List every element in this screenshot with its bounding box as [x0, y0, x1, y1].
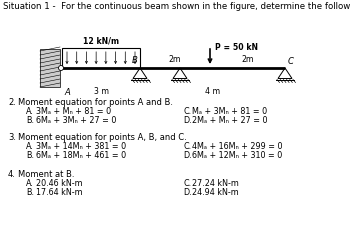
Text: P = 50 kN: P = 50 kN — [215, 43, 258, 52]
Text: Moment equation for points A, B, and C.: Moment equation for points A, B, and C. — [18, 133, 187, 142]
Text: 24.94 kN-m: 24.94 kN-m — [192, 188, 239, 197]
Text: 4 m: 4 m — [205, 87, 220, 96]
Text: 6Mₐ + 18Mₙ + 461 = 0: 6Mₐ + 18Mₙ + 461 = 0 — [36, 151, 126, 160]
Text: 2m: 2m — [241, 55, 254, 64]
Text: D.: D. — [183, 151, 192, 160]
Text: Mₐ + 3Mₙ + 81 = 0: Mₐ + 3Mₙ + 81 = 0 — [192, 107, 267, 116]
Text: A.: A. — [26, 142, 34, 151]
Text: C.: C. — [183, 107, 191, 116]
Text: C: C — [288, 57, 294, 66]
Text: B.: B. — [26, 188, 34, 197]
Text: D.: D. — [183, 188, 192, 197]
Text: 2m: 2m — [169, 55, 181, 64]
Text: 3.: 3. — [8, 133, 16, 142]
Bar — [40, 49, 60, 87]
Text: A.: A. — [26, 179, 34, 188]
Text: 4.: 4. — [8, 170, 16, 179]
Text: B: B — [132, 56, 138, 65]
Text: A: A — [64, 88, 70, 97]
Text: C.: C. — [183, 179, 191, 188]
Text: Moment equation for points A and B.: Moment equation for points A and B. — [18, 98, 173, 107]
Text: C.: C. — [183, 142, 191, 151]
Text: 6Mₐ + 12Mₙ + 310 = 0: 6Mₐ + 12Mₙ + 310 = 0 — [192, 151, 282, 160]
Text: B.: B. — [26, 151, 34, 160]
Text: 12 kN/m: 12 kN/m — [83, 36, 119, 45]
Text: Moment at B.: Moment at B. — [18, 170, 75, 179]
Circle shape — [58, 65, 63, 70]
Bar — [62, 48, 140, 68]
Text: 3Mₐ + 14Mₙ + 381 = 0: 3Mₐ + 14Mₙ + 381 = 0 — [36, 142, 126, 151]
Text: 27.24 kN-m: 27.24 kN-m — [192, 179, 239, 188]
Text: 3Mₐ + Mₙ + 81 = 0: 3Mₐ + Mₙ + 81 = 0 — [36, 107, 111, 116]
Text: D.: D. — [183, 116, 192, 125]
Text: A.: A. — [26, 107, 34, 116]
Text: 17.64 kN-m: 17.64 kN-m — [36, 188, 83, 197]
Text: 3 m: 3 m — [93, 87, 108, 96]
Text: 2Mₐ + Mₙ + 27 = 0: 2Mₐ + Mₙ + 27 = 0 — [192, 116, 267, 125]
Text: 20.46 kN-m: 20.46 kN-m — [36, 179, 83, 188]
Text: 6Mₐ + 3Mₙ + 27 = 0: 6Mₐ + 3Mₙ + 27 = 0 — [36, 116, 116, 125]
Text: B.: B. — [26, 116, 34, 125]
Text: 4Mₐ + 16Mₙ + 299 = 0: 4Mₐ + 16Mₙ + 299 = 0 — [192, 142, 282, 151]
Text: Situation 1 -  For the continuous beam shown in the figure, determine the follow: Situation 1 - For the continuous beam sh… — [3, 2, 350, 11]
Text: 2.: 2. — [8, 98, 16, 107]
